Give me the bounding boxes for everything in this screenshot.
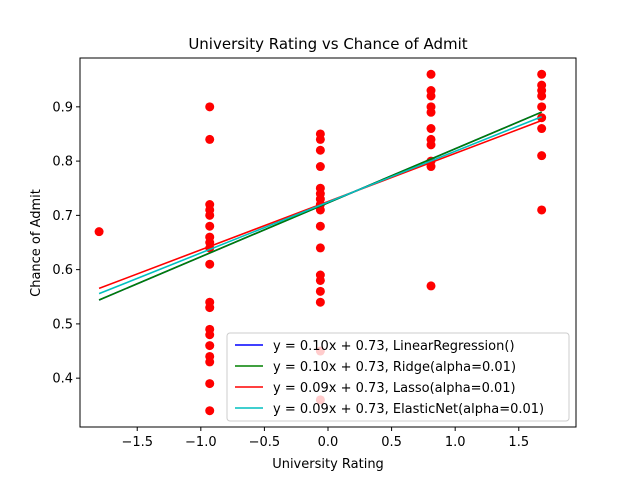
scatter-point	[426, 124, 436, 134]
x-tick-label: 1.5	[508, 435, 529, 450]
y-tick-label: 0.7	[52, 209, 73, 224]
scatter-point	[426, 140, 436, 150]
scatter-point	[537, 151, 547, 161]
scatter-series	[94, 69, 547, 416]
scatter-point	[315, 286, 325, 296]
scatter-point	[315, 243, 325, 253]
scatter-point	[94, 227, 104, 237]
y-axis-title: Chance of Admit	[29, 189, 44, 297]
legend: y = 0.10x + 0.73, LinearRegression() y = …	[226, 332, 570, 422]
legend-label: y = 0.09x + 0.73, ElasticNet(alpha=0.01)	[273, 402, 544, 417]
regression-line-4	[98, 115, 542, 295]
y-tick-label: 0.8	[52, 155, 73, 170]
x-tick-label: −0.5	[249, 435, 281, 450]
scatter-point	[537, 113, 547, 123]
chart-title: University Rating vs Chance of Admit	[188, 35, 467, 53]
y-tick-label: 0.6	[52, 263, 73, 278]
y-tick-label: 0.5	[52, 317, 73, 332]
scatter-point	[205, 406, 215, 416]
scatter-point	[426, 162, 436, 172]
x-tick-label: 1.0	[445, 435, 466, 450]
scatter-point	[205, 102, 215, 112]
legend-label: y = 0.09x + 0.73, Lasso(alpha=0.01)	[273, 381, 516, 396]
y-tick-label: 0.4	[52, 372, 73, 387]
scatter-point	[315, 221, 325, 231]
x-tick-label: −1.0	[185, 435, 217, 450]
x-tick-label: 0.5	[381, 435, 402, 450]
scatter-point	[426, 69, 436, 79]
x-tick-label: 0.0	[318, 435, 339, 450]
scatter-point	[205, 379, 215, 389]
scatter-point	[205, 357, 215, 367]
scatter-point	[205, 303, 215, 313]
legend-box	[226, 332, 570, 422]
scatter-point	[537, 69, 547, 79]
scatter-point	[315, 134, 325, 144]
scatter-point	[315, 145, 325, 155]
scatter-point	[205, 259, 215, 269]
scatter-point	[205, 210, 215, 220]
scatter-point	[426, 91, 436, 101]
x-axis-title: University Rating	[272, 457, 384, 472]
plot-area: −1.5 −1.0 −0.5 0.0 0.5 1.0 1.5 0.4 0.5 0.6 0.7 0.8 0…	[52, 57, 577, 450]
scatter-point	[426, 281, 436, 291]
legend-label: y = 0.10x + 0.73, Ridge(alpha=0.01)	[273, 360, 516, 375]
scatter-point	[537, 205, 547, 215]
legend-label: y = 0.10x + 0.73, LinearRegression()	[273, 339, 515, 354]
y-tick-label: 0.9	[52, 100, 73, 115]
regression-lines	[98, 111, 542, 301]
scatter-point	[537, 91, 547, 101]
scatter-point	[315, 162, 325, 172]
scatter-point	[537, 102, 547, 112]
scatter-point	[426, 107, 436, 117]
scatter-point	[315, 297, 325, 307]
scatter-point	[315, 275, 325, 285]
scatter-point	[537, 124, 547, 134]
scatter-point	[205, 330, 215, 340]
scatter-point	[205, 134, 215, 144]
x-tick-label: −1.5	[121, 435, 153, 450]
scatter-point	[205, 221, 215, 231]
scatter-point	[205, 341, 215, 351]
